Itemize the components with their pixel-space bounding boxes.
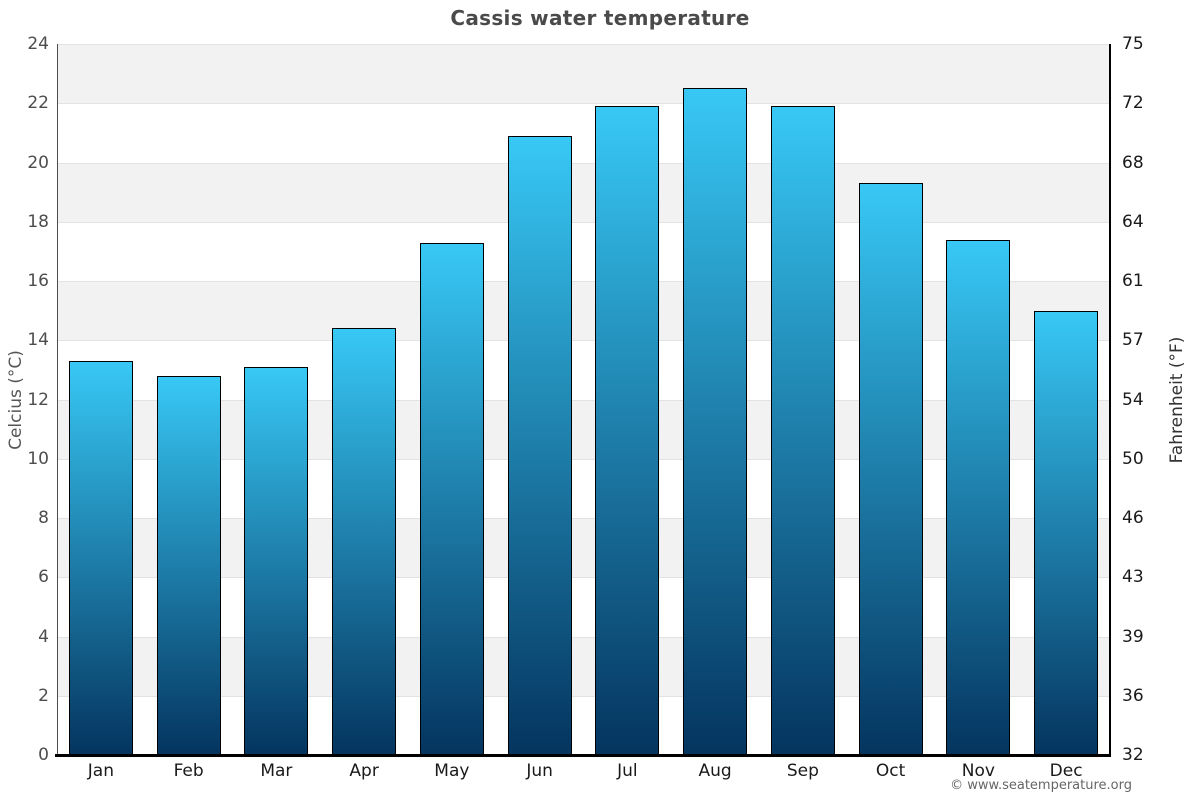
y-tick-celsius-4: 4 — [38, 626, 49, 647]
y-tick-celsius-8: 8 — [38, 508, 49, 528]
x-tick-nov: Nov — [961, 761, 995, 781]
plot-band — [57, 577, 1110, 637]
y-tick-celsius-16: 16 — [27, 271, 49, 291]
y-tick-celsius-0: 0 — [38, 745, 49, 765]
bar-mar[interactable] — [244, 366, 309, 755]
y-axis-line-left — [57, 44, 58, 755]
y-tick-fahrenheit-36: 36 — [1122, 685, 1144, 706]
plot-band — [57, 281, 1110, 341]
y-tick-fahrenheit-57: 57 — [1122, 330, 1144, 351]
y-tick-celsius-10: 10 — [27, 448, 49, 469]
y-tick-celsius-24: 24 — [27, 34, 49, 54]
x-tick-jan: Jan — [87, 761, 114, 781]
x-tick-oct: Oct — [875, 761, 906, 781]
y-tick-fahrenheit-61: 61 — [1122, 271, 1144, 291]
bar-dec[interactable] — [1034, 310, 1099, 755]
plot-band — [57, 103, 1110, 163]
chart-title: Cassis water temperature — [450, 6, 750, 30]
bar-jan[interactable] — [68, 361, 133, 755]
x-tick-jul: Jul — [617, 761, 638, 781]
bar-apr[interactable] — [332, 328, 397, 755]
y-tick-celsius-22: 22 — [27, 93, 49, 114]
plot-band — [57, 340, 1110, 400]
y-tick-celsius-14: 14 — [27, 330, 49, 351]
plot-band — [57, 518, 1110, 578]
plot-band — [57, 221, 1110, 281]
y-axis-line-right — [1109, 44, 1111, 755]
y-tick-celsius-12: 12 — [27, 389, 49, 410]
bar-jul[interactable] — [595, 106, 660, 755]
y-tick-celsius-2: 2 — [38, 685, 49, 706]
bar-may[interactable] — [419, 242, 484, 755]
bar-sep[interactable] — [770, 106, 835, 755]
y-tick-celsius-6: 6 — [38, 567, 49, 588]
y-tick-fahrenheit-46: 46 — [1122, 508, 1144, 528]
x-tick-mar: Mar — [260, 761, 293, 781]
x-axis-line — [55, 754, 1111, 757]
y-tick-fahrenheit-54: 54 — [1122, 389, 1144, 410]
copyright: © www.seatemperature.org — [950, 778, 1132, 793]
plot-band — [57, 44, 1110, 104]
y-tick-fahrenheit-32: 32 — [1122, 745, 1144, 765]
bar-aug[interactable] — [683, 88, 748, 755]
y-tick-celsius-18: 18 — [27, 211, 49, 232]
x-tick-feb: Feb — [173, 761, 204, 781]
bar-oct[interactable] — [858, 183, 923, 755]
bar-feb[interactable] — [156, 375, 221, 755]
y-tick-fahrenheit-43: 43 — [1122, 567, 1144, 588]
plot-band — [57, 636, 1110, 696]
y-tick-fahrenheit-50: 50 — [1122, 448, 1144, 469]
y-tick-fahrenheit-68: 68 — [1122, 152, 1144, 173]
x-tick-dec: Dec — [1049, 761, 1083, 781]
plot-band — [57, 399, 1110, 459]
x-tick-aug: Aug — [698, 761, 732, 781]
y-tick-fahrenheit-39: 39 — [1122, 626, 1144, 647]
plot-area — [57, 44, 1110, 755]
x-tick-sep: Sep — [786, 761, 819, 781]
x-tick-may: May — [434, 761, 470, 781]
y-tick-celsius-20: 20 — [27, 152, 49, 173]
y-tick-fahrenheit-75: 75 — [1122, 34, 1144, 54]
plot-band — [57, 695, 1110, 755]
y-tick-fahrenheit-72: 72 — [1122, 93, 1144, 114]
bar-nov[interactable] — [946, 239, 1011, 755]
bar-jun[interactable] — [507, 135, 572, 755]
x-tick-apr: Apr — [349, 761, 379, 781]
plot-band — [57, 162, 1110, 222]
plot-band — [57, 458, 1110, 518]
y-tick-fahrenheit-64: 64 — [1122, 211, 1144, 232]
x-tick-jun: Jun — [526, 761, 553, 781]
